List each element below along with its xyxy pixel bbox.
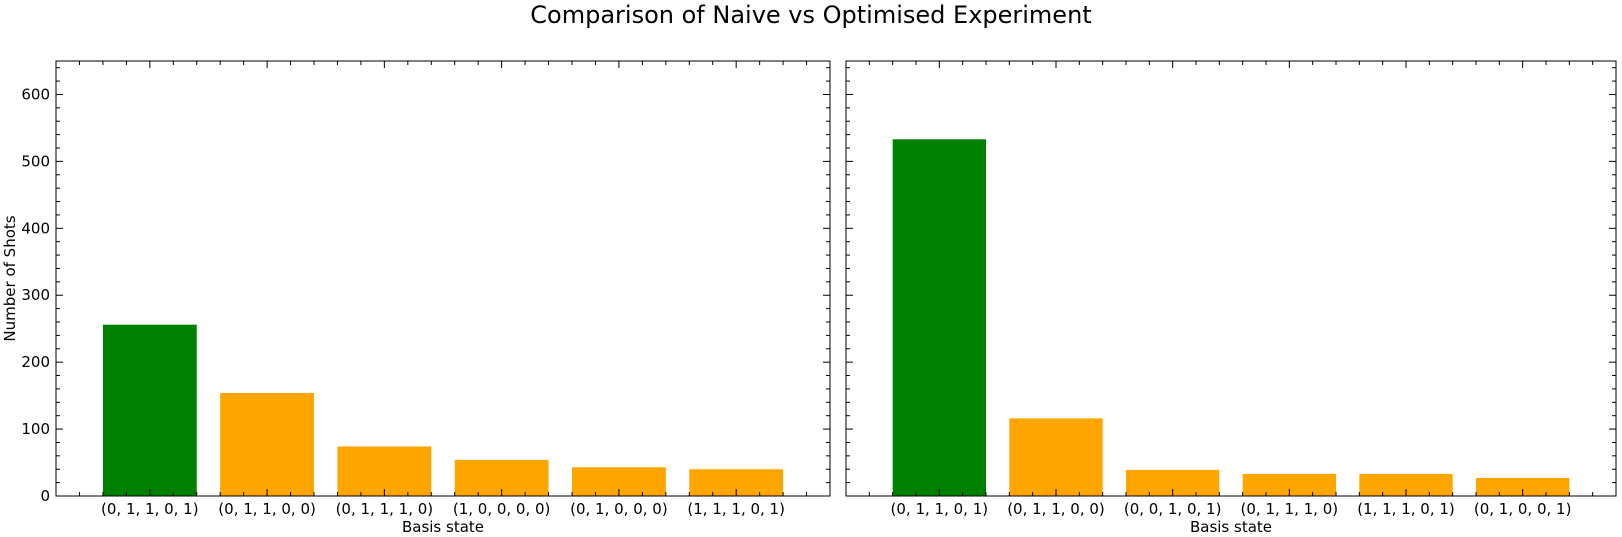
chart-panel-1: 0 100 200 300 400 500 600 (0, 1, 1, 0, 1) (0, 1,… (1, 60, 831, 536)
y-tick-label: 400 (21, 219, 50, 237)
y-tick-label: 100 (21, 420, 50, 438)
bar (892, 139, 986, 497)
bar (1009, 418, 1103, 496)
bar (337, 446, 432, 496)
x-tick-label: (1, 0, 0, 0, 0) (453, 500, 551, 518)
y-tick-label: 200 (21, 353, 50, 371)
figure-title: Comparison of Naive vs Optimised Experim… (530, 1, 1092, 29)
x-tick-label: (0, 1, 1, 0, 0) (218, 500, 316, 518)
x-tick-label: (0, 1, 1, 0, 1) (101, 500, 199, 518)
bar (1476, 477, 1570, 496)
y-tick-label: 500 (21, 152, 50, 170)
y-axis-label: Number of Shots (1, 215, 19, 341)
x-tick-label: (0, 1, 1, 0, 1) (891, 500, 989, 518)
y-tick-label: 0 (40, 487, 50, 505)
plot-frame (55, 60, 831, 497)
y-tick-label: 600 (21, 85, 50, 103)
bar (1242, 473, 1336, 496)
chart-panel-2: (0, 1, 1, 0, 1) (0, 1, 1, 0, 0) (0, 0, 1, … (845, 60, 1617, 536)
bar (1359, 473, 1453, 496)
x-tick-label: (0, 1, 1, 1, 0) (336, 500, 434, 518)
bar (102, 324, 197, 496)
x-tick-label: (1, 1, 1, 0, 1) (687, 500, 785, 518)
x-tick-label: (1, 1, 1, 0, 1) (1357, 500, 1455, 518)
x-tick-label: (0, 1, 1, 1, 0) (1241, 500, 1339, 518)
x-tick-label: (0, 1, 1, 0, 0) (1007, 500, 1105, 518)
plot-frame (845, 60, 1617, 497)
x-tick-label: (0, 1, 0, 0, 0) (570, 500, 668, 518)
y-tick-label: 300 (21, 286, 50, 304)
x-tick-label: (0, 0, 1, 0, 1) (1124, 500, 1222, 518)
bar (220, 392, 314, 496)
x-axis-label: Basis state (402, 518, 484, 536)
x-axis-label: Basis state (1190, 518, 1272, 536)
x-tick-label: (0, 1, 0, 0, 1) (1474, 500, 1572, 518)
